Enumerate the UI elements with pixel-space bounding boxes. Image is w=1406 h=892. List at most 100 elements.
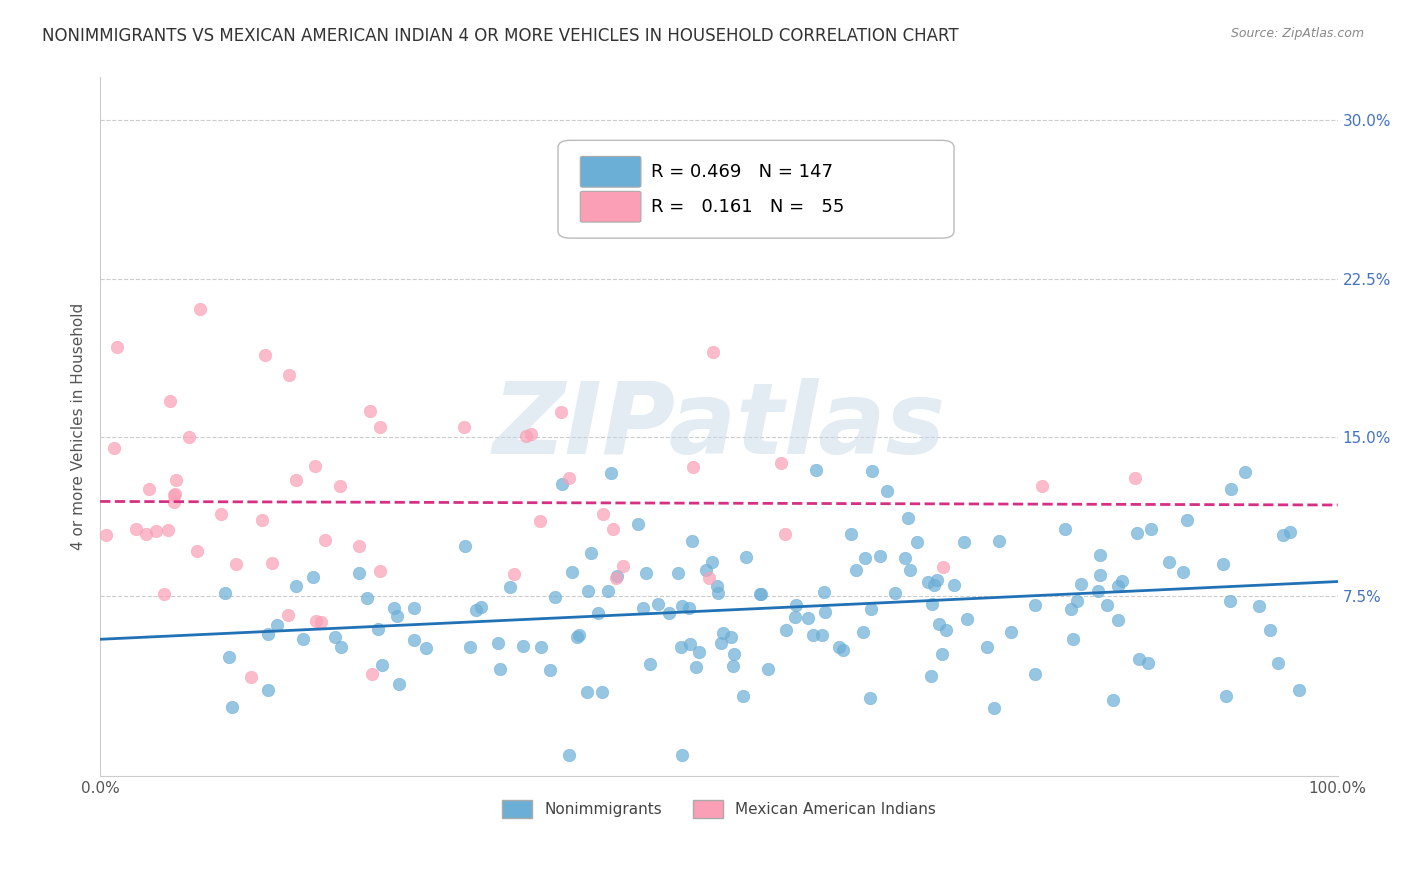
Point	[301, 570, 323, 584]
Point	[678, 601, 700, 615]
Point	[731, 689, 754, 703]
Point	[775, 624, 797, 638]
Point	[828, 640, 851, 654]
Point	[953, 535, 976, 549]
Point	[814, 605, 837, 619]
Point	[749, 587, 772, 601]
Point	[905, 535, 928, 549]
Point	[671, 599, 693, 613]
Point	[550, 405, 572, 419]
Point	[568, 628, 591, 642]
Point	[1272, 528, 1295, 542]
Point	[165, 487, 187, 501]
Point	[277, 608, 299, 623]
Point	[1059, 602, 1081, 616]
Point	[811, 628, 834, 642]
Point	[723, 647, 745, 661]
Point	[612, 558, 634, 573]
Text: R = 0.469   N = 147: R = 0.469 N = 147	[651, 162, 832, 181]
Point	[470, 599, 492, 614]
Point	[579, 546, 602, 560]
Point	[928, 617, 950, 632]
Point	[515, 429, 537, 443]
Point	[1070, 577, 1092, 591]
Point	[845, 563, 868, 577]
Point	[356, 591, 378, 606]
Point	[922, 577, 945, 591]
Point	[853, 551, 876, 566]
Point	[606, 568, 628, 582]
Point	[706, 579, 728, 593]
Point	[285, 474, 308, 488]
Point	[404, 633, 426, 648]
Point	[897, 510, 920, 524]
Point	[869, 549, 891, 563]
Point	[359, 403, 381, 417]
Point	[135, 527, 157, 541]
Point	[254, 348, 277, 362]
Legend: Nonimmigrants, Mexican American Indians: Nonimmigrants, Mexican American Indians	[495, 794, 942, 824]
FancyBboxPatch shape	[581, 191, 641, 222]
Point	[388, 676, 411, 690]
Y-axis label: 4 or more Vehicles in Household: 4 or more Vehicles in Household	[72, 303, 86, 550]
Point	[145, 524, 167, 538]
Point	[1108, 579, 1130, 593]
Point	[575, 685, 598, 699]
Point	[125, 522, 148, 536]
Point	[105, 340, 128, 354]
Point	[305, 614, 328, 628]
Point	[591, 685, 613, 699]
FancyBboxPatch shape	[558, 140, 955, 238]
Point	[257, 683, 280, 698]
Point	[605, 571, 627, 585]
Point	[785, 599, 807, 613]
Point	[186, 544, 208, 558]
Point	[214, 586, 236, 600]
Point	[917, 574, 939, 589]
Point	[695, 562, 717, 576]
Point	[1125, 471, 1147, 485]
Point	[1062, 632, 1084, 646]
Point	[860, 465, 883, 479]
Point	[1102, 693, 1125, 707]
Point	[1140, 522, 1163, 536]
Point	[859, 691, 882, 706]
Point	[188, 301, 211, 316]
Point	[415, 640, 437, 655]
Point	[309, 615, 332, 630]
Point	[813, 585, 835, 599]
Point	[329, 478, 352, 492]
Point	[304, 459, 326, 474]
Point	[218, 649, 240, 664]
Point	[658, 607, 681, 621]
Point	[801, 628, 824, 642]
Point	[1249, 599, 1271, 614]
Point	[1171, 565, 1194, 579]
Point	[103, 441, 125, 455]
Point	[1220, 482, 1243, 496]
Point	[94, 528, 117, 542]
Point	[671, 747, 693, 762]
Point	[1024, 598, 1046, 612]
Point	[806, 463, 828, 477]
Point	[1087, 583, 1109, 598]
Point	[165, 473, 187, 487]
Point	[240, 670, 263, 684]
Point	[285, 579, 308, 593]
Point	[292, 632, 315, 647]
Point	[832, 642, 855, 657]
Point	[876, 483, 898, 498]
Point	[561, 565, 583, 579]
Point	[1128, 652, 1150, 666]
Point	[898, 563, 921, 577]
Point	[988, 534, 1011, 549]
Text: R =   0.161   N =   55: R = 0.161 N = 55	[651, 198, 844, 216]
Point	[920, 669, 942, 683]
Point	[749, 587, 772, 601]
Point	[360, 666, 382, 681]
Text: Source: ZipAtlas.com: Source: ZipAtlas.com	[1230, 27, 1364, 40]
Point	[1215, 689, 1237, 703]
Point	[706, 586, 728, 600]
Text: ZIPatlas: ZIPatlas	[492, 378, 945, 475]
Point	[710, 636, 733, 650]
